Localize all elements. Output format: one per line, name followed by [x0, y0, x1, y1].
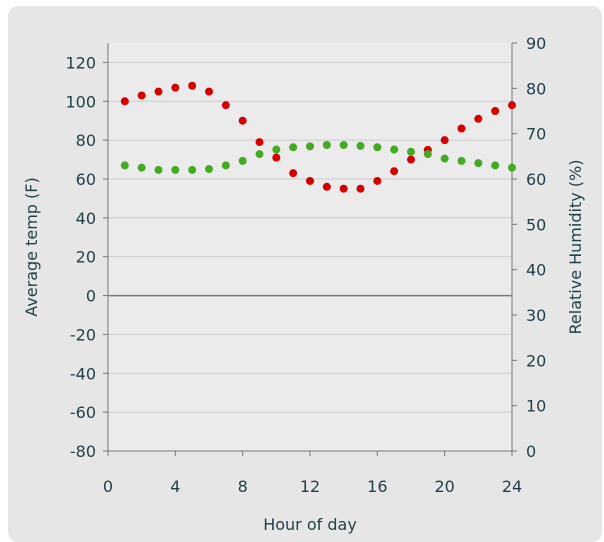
- humidity-point: [255, 150, 264, 159]
- humidity-point: [221, 161, 230, 170]
- humidity-point: [390, 145, 399, 154]
- humidity-point: [306, 142, 314, 151]
- y2-tick-label: 90: [526, 34, 546, 53]
- y2-axis-title: Relative Humidity (%): [566, 160, 585, 335]
- temp-point: [238, 116, 247, 125]
- temp-point: [322, 182, 331, 191]
- humidity-point: [474, 159, 483, 168]
- humidity-point: [154, 165, 163, 174]
- temp-point: [272, 153, 281, 162]
- temp-point: [440, 136, 449, 145]
- temp-point: [137, 91, 146, 100]
- temp-point: [154, 87, 163, 96]
- y-tick-label: -60: [70, 403, 96, 422]
- temp-point: [373, 176, 382, 185]
- y2-tick-label: 20: [526, 351, 546, 370]
- y2-tick-label: 60: [526, 170, 546, 189]
- humidity-point: [339, 141, 348, 149]
- x-axis-title: Hour of day: [263, 515, 357, 534]
- y-axis-title: Average temp (F): [22, 177, 41, 316]
- humidity-point: [356, 141, 365, 150]
- x-tick-label: 20: [434, 477, 454, 496]
- x-tick-label: 0: [103, 477, 113, 496]
- y-tick-label: -20: [70, 325, 96, 344]
- temp-point: [188, 81, 197, 90]
- y2-tick-label: 40: [526, 261, 546, 280]
- temp-point: [221, 101, 230, 110]
- y2-tick-label: 10: [526, 397, 546, 416]
- temp-point: [491, 107, 500, 115]
- temp-point: [407, 155, 415, 164]
- humidity-point: [423, 150, 432, 159]
- temp-point: [457, 124, 466, 133]
- humidity-point: [205, 165, 213, 174]
- temp-point: [508, 101, 516, 110]
- temp-point: [255, 138, 264, 147]
- tick-labels: 120100806040200-20-40-60-809080706050403…: [65, 34, 546, 496]
- humidity-point: [491, 161, 500, 170]
- temp-point: [474, 114, 483, 123]
- y-tick-label: 120: [65, 53, 96, 72]
- y2-tick-label: 80: [526, 79, 546, 98]
- humidity-point: [407, 147, 415, 156]
- humidity-point: [120, 161, 129, 170]
- temp-point: [120, 97, 129, 106]
- humidity-point: [289, 143, 298, 152]
- y-tick-label: 80: [76, 131, 96, 150]
- x-tick-label: 12: [300, 477, 320, 496]
- temp-point: [171, 83, 180, 92]
- y-tick-label: 100: [65, 92, 96, 111]
- humidity-point: [440, 154, 449, 163]
- humidity-point: [508, 163, 516, 172]
- temp-point: [356, 184, 365, 193]
- y2-tick-label: 70: [526, 125, 546, 144]
- x-tick-label: 24: [502, 477, 522, 496]
- humidity-point: [238, 156, 247, 165]
- y2-tick-label: 0: [526, 442, 536, 461]
- humidity-point: [137, 163, 146, 172]
- y-tick-label: 0: [86, 287, 96, 306]
- humidity-point: [457, 156, 466, 165]
- temp-point: [205, 87, 213, 96]
- x-tick-label: 4: [170, 477, 180, 496]
- x-tick-label: 8: [238, 477, 248, 496]
- y-tick-label: 20: [76, 248, 96, 267]
- humidity-point: [188, 165, 197, 174]
- humidity-point: [171, 165, 180, 174]
- plot-area: [108, 43, 512, 451]
- y-tick-label: -80: [70, 442, 96, 461]
- y2-tick-label: 30: [526, 306, 546, 325]
- temp-point: [339, 184, 348, 193]
- temp-point: [390, 167, 399, 176]
- temp-point: [306, 176, 314, 185]
- humidity-point: [373, 143, 382, 152]
- x-tick-label: 16: [367, 477, 387, 496]
- y2-tick-label: 50: [526, 215, 546, 234]
- y-tick-label: 40: [76, 209, 96, 228]
- data-points: [120, 81, 516, 193]
- humidity-point: [272, 145, 281, 154]
- y-tick-label: -40: [70, 364, 96, 383]
- humidity-point: [322, 141, 331, 149]
- temp-point: [289, 169, 298, 178]
- y-tick-label: 60: [76, 170, 96, 189]
